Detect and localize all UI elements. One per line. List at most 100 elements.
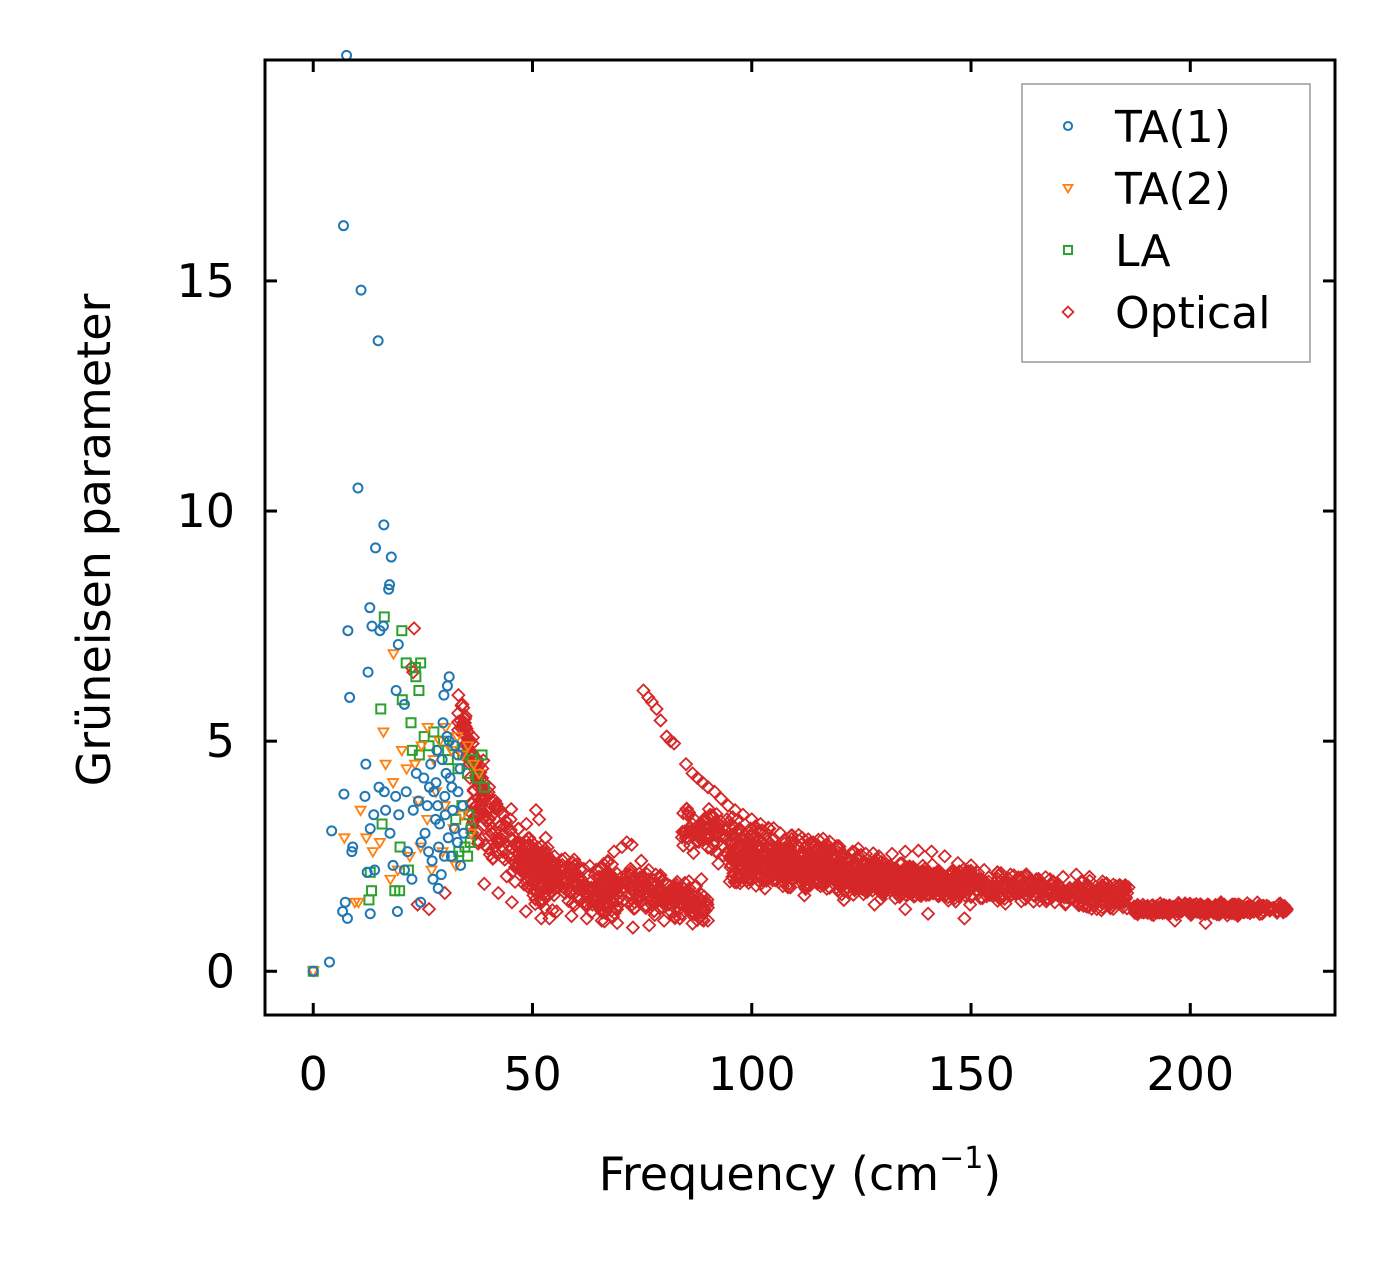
optical-point (963, 858, 979, 873)
axis-ticks: 0 50 100 150 200 0 5 10 15 (176, 60, 1335, 1101)
optical-band-point (701, 829, 716, 845)
optical-point (757, 881, 773, 896)
optical-point (920, 906, 936, 922)
optical-point (1279, 901, 1295, 917)
optical-band-point (753, 857, 769, 872)
optical-point (457, 710, 473, 726)
optical-point (594, 913, 610, 928)
ta-1-point (426, 855, 438, 867)
x-tick-label: 150 (927, 1047, 1015, 1101)
la-point (478, 781, 490, 793)
optical-band-point (860, 861, 876, 876)
ta-2-point (400, 764, 414, 776)
y-tick-label: 0 (206, 944, 235, 998)
ta-1-point (380, 804, 392, 816)
x-tick-label: 0 (299, 1047, 328, 1101)
optical-band-point (778, 862, 794, 877)
optical-band-point (1036, 881, 1051, 897)
x-axis-label-text: Frequency (cm (599, 1147, 939, 1201)
la-point (376, 818, 388, 830)
ta-2-point (449, 861, 463, 873)
optical-point (641, 862, 656, 878)
optical-band-point (494, 832, 510, 847)
optical-point (836, 892, 852, 908)
ta-1-point (458, 827, 470, 839)
optical-band-point (952, 873, 967, 889)
optical-point (976, 862, 992, 878)
optical-band-point (500, 848, 515, 863)
optical-band-point (1112, 892, 1127, 907)
optical-point (649, 701, 664, 717)
optical-band-point (756, 848, 772, 863)
optical-band-point (508, 855, 523, 871)
optical-band-point (766, 820, 781, 836)
ta-2-point (420, 814, 434, 827)
x-axis-label: Frequency (cm−1) (599, 1141, 1002, 1201)
optical-band-point (839, 868, 855, 884)
optical-band-point (593, 877, 608, 893)
optical-band-point (564, 862, 579, 878)
ta-1-point (440, 767, 452, 779)
optical-band-point (935, 873, 951, 889)
ta-1-point (378, 786, 390, 798)
series-optical (404, 621, 1295, 935)
optical-band-point (503, 822, 519, 838)
plot-area (306, 49, 1295, 979)
optical-point (518, 904, 534, 919)
optical-band-point (537, 868, 553, 884)
optical-band-point (1101, 881, 1117, 897)
optical-band-point (878, 877, 894, 892)
ta-1-point (344, 691, 356, 703)
optical-band-point (1070, 877, 1085, 893)
optical-band-point (835, 878, 850, 893)
optical-point (1213, 894, 1229, 910)
optical-band-point (1116, 895, 1132, 910)
optical-band-point (516, 861, 531, 877)
optical-band-point (821, 866, 837, 882)
optical-band-point (569, 889, 585, 905)
optical-band-point (907, 883, 923, 898)
ta-1-point (393, 809, 405, 821)
optical-point (641, 917, 657, 933)
optical-band-point (734, 852, 750, 867)
ta-1-point (406, 873, 418, 885)
optical-point (707, 784, 722, 800)
optical-band-point (692, 826, 708, 841)
ta-1-point (432, 800, 444, 812)
optical-band-point (728, 850, 744, 866)
optical-point (579, 911, 595, 926)
ta-1-point (441, 680, 453, 692)
optical-point (735, 807, 751, 823)
optical-band-point (817, 866, 832, 881)
optical-band-point (1078, 890, 1093, 905)
optical-band-point (495, 850, 510, 865)
ta-1-point (391, 905, 403, 917)
optical-band-point (812, 857, 827, 873)
optical-band-point (944, 871, 960, 886)
optical-point (656, 913, 672, 928)
optical-point (832, 842, 847, 857)
legend-label-optical: Optical (1115, 288, 1270, 339)
optical-point (410, 897, 425, 912)
optical-band-point (494, 839, 509, 855)
optical-point (655, 874, 671, 889)
optical-band-point (646, 903, 662, 919)
optical-band-point (1043, 887, 1058, 902)
optical-band-point (656, 896, 671, 912)
optical-point (533, 911, 549, 926)
optical-band-point (891, 880, 907, 896)
optical-point (1003, 867, 1018, 882)
optical-band-point (627, 895, 643, 910)
optical-band-point (595, 905, 610, 920)
optical-point (676, 885, 692, 901)
ta-2-point (432, 736, 447, 748)
optical-band-point (582, 858, 598, 874)
optical-point (519, 816, 534, 832)
optical-point (591, 862, 606, 878)
legend-marker-optical (1061, 305, 1075, 319)
optical-band-point (681, 805, 697, 820)
optical-point (805, 835, 821, 850)
optical-band-point (919, 869, 934, 884)
optical-point (1200, 897, 1216, 912)
